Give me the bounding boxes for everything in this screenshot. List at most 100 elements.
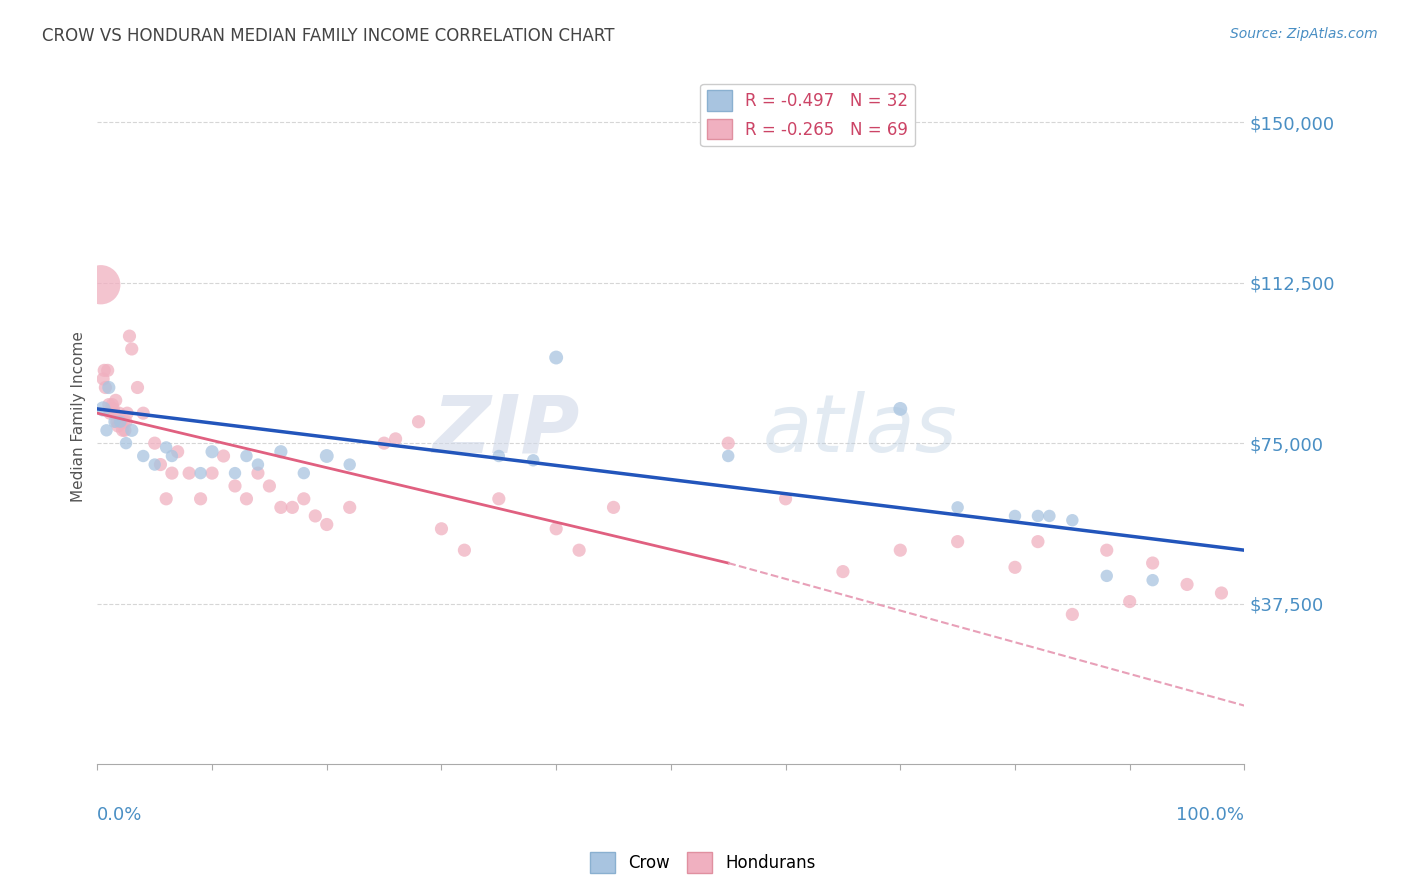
Point	[602, 500, 624, 515]
Point	[110, 415, 132, 429]
Point	[103, 406, 125, 420]
Point	[315, 449, 337, 463]
Text: atlas: atlas	[762, 392, 957, 469]
Point	[127, 380, 149, 394]
Point	[304, 508, 326, 523]
Legend: Crow, Hondurans: Crow, Hondurans	[583, 846, 823, 880]
Point	[101, 398, 124, 412]
Point	[889, 401, 911, 416]
Point	[93, 363, 115, 377]
Point	[1118, 594, 1140, 608]
Point	[270, 444, 292, 458]
Text: 0.0%: 0.0%	[97, 806, 143, 824]
Point	[1004, 560, 1026, 574]
Point	[143, 436, 166, 450]
Point	[1038, 508, 1060, 523]
Point	[97, 380, 120, 394]
Point	[1026, 534, 1049, 549]
Point	[107, 419, 129, 434]
Point	[110, 415, 132, 429]
Point	[94, 380, 117, 394]
Text: ZIP: ZIP	[432, 392, 579, 469]
Point	[1175, 577, 1198, 591]
Point	[522, 453, 544, 467]
Point	[315, 517, 337, 532]
Point	[453, 543, 475, 558]
Point	[201, 466, 224, 480]
Point	[160, 466, 183, 480]
Point	[115, 415, 138, 429]
Point	[166, 444, 188, 458]
Point	[160, 449, 183, 463]
Point	[488, 449, 510, 463]
Point	[201, 444, 224, 458]
Point	[155, 491, 177, 506]
Point	[132, 406, 155, 420]
Point	[946, 500, 969, 515]
Point	[149, 458, 172, 472]
Point	[103, 415, 125, 429]
Point	[717, 449, 740, 463]
Point	[143, 458, 166, 472]
Point	[103, 401, 125, 416]
Point	[235, 449, 257, 463]
Point	[1211, 586, 1233, 600]
Point	[1095, 543, 1118, 558]
Point	[292, 491, 315, 506]
Text: Source: ZipAtlas.com: Source: ZipAtlas.com	[1230, 27, 1378, 41]
Point	[190, 466, 212, 480]
Point	[1142, 573, 1164, 587]
Point	[224, 466, 246, 480]
Point	[91, 401, 114, 416]
Point	[110, 415, 132, 429]
Point	[108, 406, 131, 420]
Point	[235, 491, 257, 506]
Point	[100, 401, 122, 416]
Text: CROW VS HONDURAN MEDIAN FAMILY INCOME CORRELATION CHART: CROW VS HONDURAN MEDIAN FAMILY INCOME CO…	[42, 27, 614, 45]
Text: 100.0%: 100.0%	[1177, 806, 1244, 824]
Point	[132, 449, 155, 463]
Point	[384, 432, 406, 446]
Point	[1004, 508, 1026, 523]
Point	[1095, 569, 1118, 583]
Point	[775, 491, 797, 506]
Point	[105, 415, 128, 429]
Point	[546, 522, 568, 536]
Point	[1062, 513, 1084, 527]
Point	[946, 534, 969, 549]
Y-axis label: Median Family Income: Median Family Income	[72, 331, 86, 502]
Point	[339, 458, 361, 472]
Point	[155, 441, 177, 455]
Point	[97, 363, 120, 377]
Point	[112, 415, 135, 429]
Point	[281, 500, 304, 515]
Point	[1062, 607, 1084, 622]
Point	[408, 415, 430, 429]
Legend: R = -0.497   N = 32, R = -0.265   N = 69: R = -0.497 N = 32, R = -0.265 N = 69	[700, 84, 915, 146]
Point	[121, 342, 143, 356]
Point	[832, 565, 855, 579]
Point	[115, 436, 138, 450]
Point	[1142, 556, 1164, 570]
Point	[889, 543, 911, 558]
Point	[546, 351, 568, 365]
Point	[1026, 508, 1049, 523]
Point	[90, 277, 112, 292]
Point	[488, 491, 510, 506]
Point	[104, 393, 127, 408]
Point	[179, 466, 201, 480]
Point	[97, 398, 120, 412]
Point	[246, 458, 269, 472]
Point	[118, 329, 141, 343]
Point	[568, 543, 591, 558]
Point	[224, 479, 246, 493]
Point	[339, 500, 361, 515]
Point	[259, 479, 281, 493]
Point	[91, 372, 114, 386]
Point	[115, 406, 138, 420]
Point	[270, 500, 292, 515]
Point	[717, 436, 740, 450]
Point	[430, 522, 453, 536]
Point	[121, 423, 143, 437]
Point	[98, 406, 121, 420]
